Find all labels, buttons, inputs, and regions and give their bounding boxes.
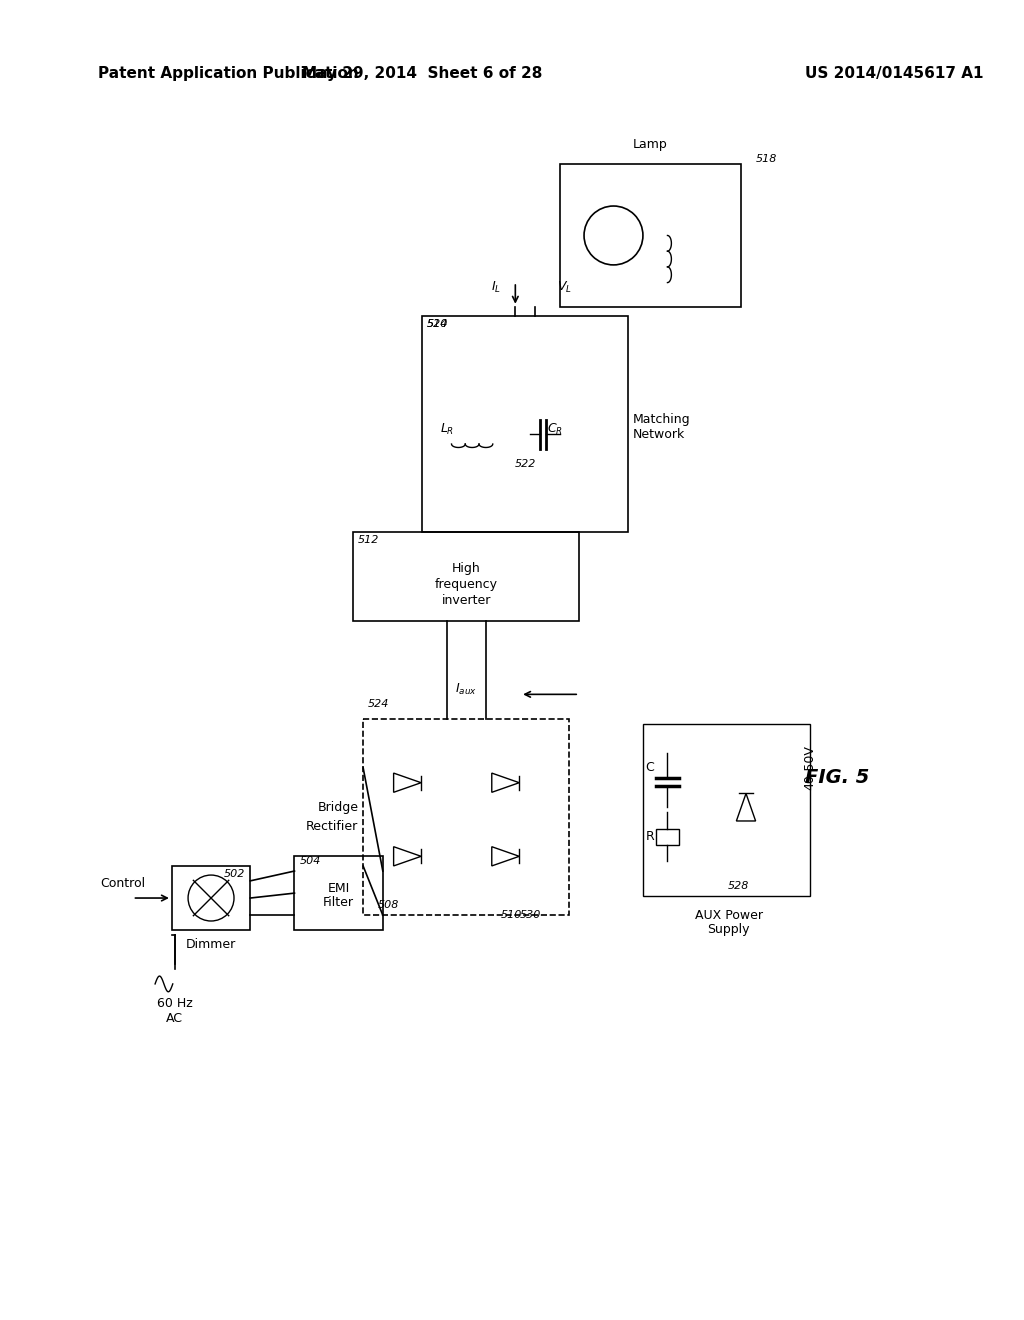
Bar xyxy=(364,719,569,915)
Text: 502: 502 xyxy=(224,869,246,879)
Bar xyxy=(643,723,810,895)
Text: Rectifier: Rectifier xyxy=(306,820,358,833)
Text: 60 Hz: 60 Hz xyxy=(157,997,193,1010)
Text: Patent Application Publication: Patent Application Publication xyxy=(98,66,358,81)
Text: AUX Power: AUX Power xyxy=(695,908,763,921)
Text: Control: Control xyxy=(100,876,145,890)
Text: R: R xyxy=(645,830,654,843)
Text: AC: AC xyxy=(166,1011,183,1024)
Text: Supply: Supply xyxy=(708,924,750,936)
Text: 504: 504 xyxy=(299,857,321,866)
Bar xyxy=(295,857,383,929)
Text: Network: Network xyxy=(633,428,685,441)
Text: May 29, 2014  Sheet 6 of 28: May 29, 2014 Sheet 6 of 28 xyxy=(302,66,543,81)
Text: 514: 514 xyxy=(427,319,449,329)
Text: 522: 522 xyxy=(514,458,536,469)
Text: FIG. 5: FIG. 5 xyxy=(805,768,869,787)
Text: 510: 510 xyxy=(501,911,522,920)
Text: 524: 524 xyxy=(368,700,389,709)
Bar xyxy=(353,532,580,620)
Text: 512: 512 xyxy=(358,535,380,545)
Text: 520: 520 xyxy=(427,319,449,329)
Text: C: C xyxy=(645,762,654,775)
Text: inverter: inverter xyxy=(441,594,490,607)
Text: US 2014/0145617 A1: US 2014/0145617 A1 xyxy=(805,66,983,81)
Text: frequency: frequency xyxy=(435,578,498,591)
Bar xyxy=(655,829,679,845)
Text: 518: 518 xyxy=(756,154,777,165)
Text: High: High xyxy=(452,562,480,576)
Bar xyxy=(559,164,741,306)
Bar xyxy=(422,317,628,532)
Text: 508: 508 xyxy=(378,900,399,911)
Text: $I_{aux}$: $I_{aux}$ xyxy=(456,682,477,697)
Text: Filter: Filter xyxy=(324,896,354,909)
Text: Lamp: Lamp xyxy=(633,139,668,152)
Text: Dimmer: Dimmer xyxy=(186,939,237,952)
Text: 530: 530 xyxy=(520,911,542,920)
Text: $C_R$: $C_R$ xyxy=(547,422,562,437)
Text: 528: 528 xyxy=(728,880,750,891)
Text: $L_R$: $L_R$ xyxy=(439,422,454,437)
Text: 40-50V: 40-50V xyxy=(803,746,816,791)
Text: $V_L$: $V_L$ xyxy=(557,280,571,294)
Text: Matching: Matching xyxy=(633,413,691,426)
Bar xyxy=(172,866,250,929)
Text: $I_L$: $I_L$ xyxy=(490,280,501,294)
Text: Bridge: Bridge xyxy=(317,801,358,813)
Text: EMI: EMI xyxy=(328,882,350,895)
